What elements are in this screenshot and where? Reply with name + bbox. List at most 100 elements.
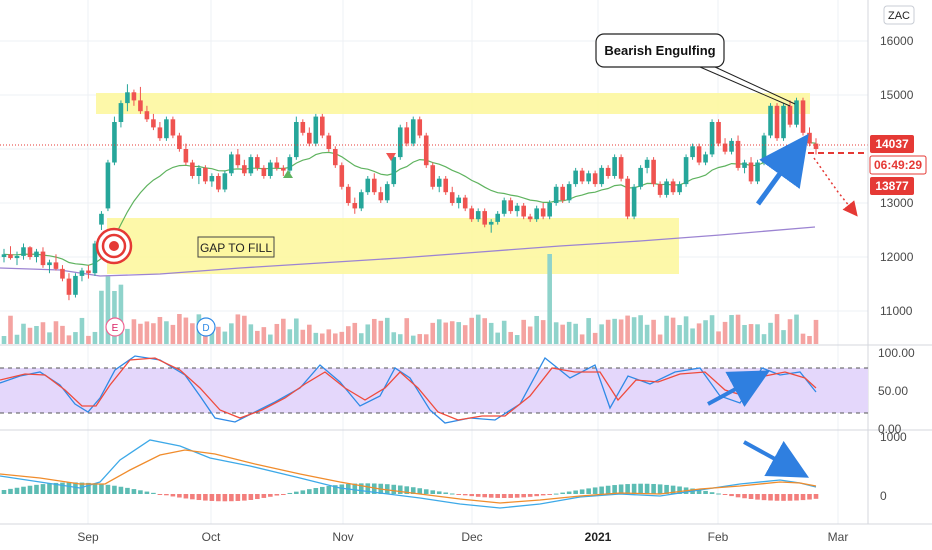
macd-hist-bar [125,487,130,494]
symbol-badge[interactable]: ZAC [883,5,915,25]
candle-body [573,170,578,185]
macd-hist-bar [566,491,572,494]
volume-bar [722,321,728,344]
macd-hist-bar [443,492,449,494]
volume-bar [339,331,345,344]
macd-hist-bar [358,483,364,494]
macd-hist-bar [365,483,371,494]
macd-hist-bar [579,489,585,494]
volume-bar [371,318,377,344]
volume-bar [209,329,215,344]
volume-bar [768,322,773,344]
x-label-dec: Dec [461,530,482,544]
macd-hist-bar [14,487,20,494]
stoch-band [0,368,868,413]
price-tick: 12000 [880,250,914,264]
macd-hist-bar [99,484,104,494]
macd-hist-bar [105,484,111,494]
candle-body [410,119,416,144]
candle-body [781,105,786,139]
candle-body [229,154,234,174]
macd-hist-bar [287,492,293,494]
candle-body [40,251,46,266]
volume-bar [729,315,734,344]
macd-hist-bar [255,494,260,500]
candle-body [742,162,747,168]
macd-hist-bar [326,485,332,494]
volume-bar [73,332,78,344]
volume-bar [326,329,332,344]
macd-hist-bar [222,494,228,502]
macd-hist-bar [112,485,117,494]
macd-hist-bar [534,494,539,497]
dividend-marker[interactable]: D [196,317,216,337]
x-label-2021: 2021 [585,530,612,544]
volume-bar [599,324,604,344]
volume-bar [521,319,526,344]
macd-hist-bar [813,494,819,499]
projection-arrow [813,157,858,217]
volume-bar [547,254,552,344]
resistance-zone [96,93,810,114]
volume-bar [229,323,234,344]
candle-body [696,146,702,163]
volume-bar [332,333,338,344]
macd-hist-bar [514,494,520,498]
candle-body [222,173,228,190]
volume-bar [294,318,299,344]
volume-bar [657,334,663,344]
macd-hist-bar [86,482,91,494]
candle-body [495,213,500,222]
candle-body [768,105,773,136]
candle-body [320,116,325,136]
blue-arrow-main [755,133,809,206]
volume-bar [118,284,124,344]
volume-bar [592,332,598,344]
macd-hist-bar [800,494,806,501]
candle-body [482,211,488,225]
candle-body [469,208,475,220]
volume-bar [618,319,624,344]
volume-bar [716,331,721,344]
candle-body [73,275,78,295]
volume-bar [690,328,695,344]
volume-bar [164,321,169,344]
volume-bar [255,330,260,344]
macd-hist-bar [423,489,429,494]
candle-body [618,157,624,179]
candle-body [384,184,390,201]
candle-body [144,111,150,120]
earnings-marker[interactable]: E [105,317,125,337]
macd-hist-bar [592,487,598,494]
candle-body [755,162,760,182]
volume-bar [742,324,747,344]
macd-hist-bar [709,492,715,494]
candle-body [261,167,267,176]
volume-bar [436,319,442,344]
candle-body [729,140,734,152]
volume-bar [417,334,423,344]
macd-hist-bar [371,483,377,494]
candle-body [527,216,533,220]
macd-hist-bar [60,482,65,494]
svg-text:D: D [202,323,209,334]
candle-body [118,103,124,122]
macd-hist-bar [755,494,760,500]
candle-body [294,122,299,158]
candle-body [332,149,338,166]
candle-body [774,105,780,139]
candle-body [281,167,286,171]
volume-bar [540,320,546,344]
candle-body [92,243,98,274]
macd-hist-bar [73,482,78,494]
macd-hist-bar [488,494,494,498]
svg-text:14037: 14037 [875,137,909,151]
volume-bar [703,320,708,344]
volume-bar [683,316,689,344]
macd-hist-bar [475,494,481,497]
volume-bar [170,324,176,344]
gap-label: GAP TO FILL [197,236,275,258]
candle-body [488,221,494,225]
volume-bar [677,325,682,344]
